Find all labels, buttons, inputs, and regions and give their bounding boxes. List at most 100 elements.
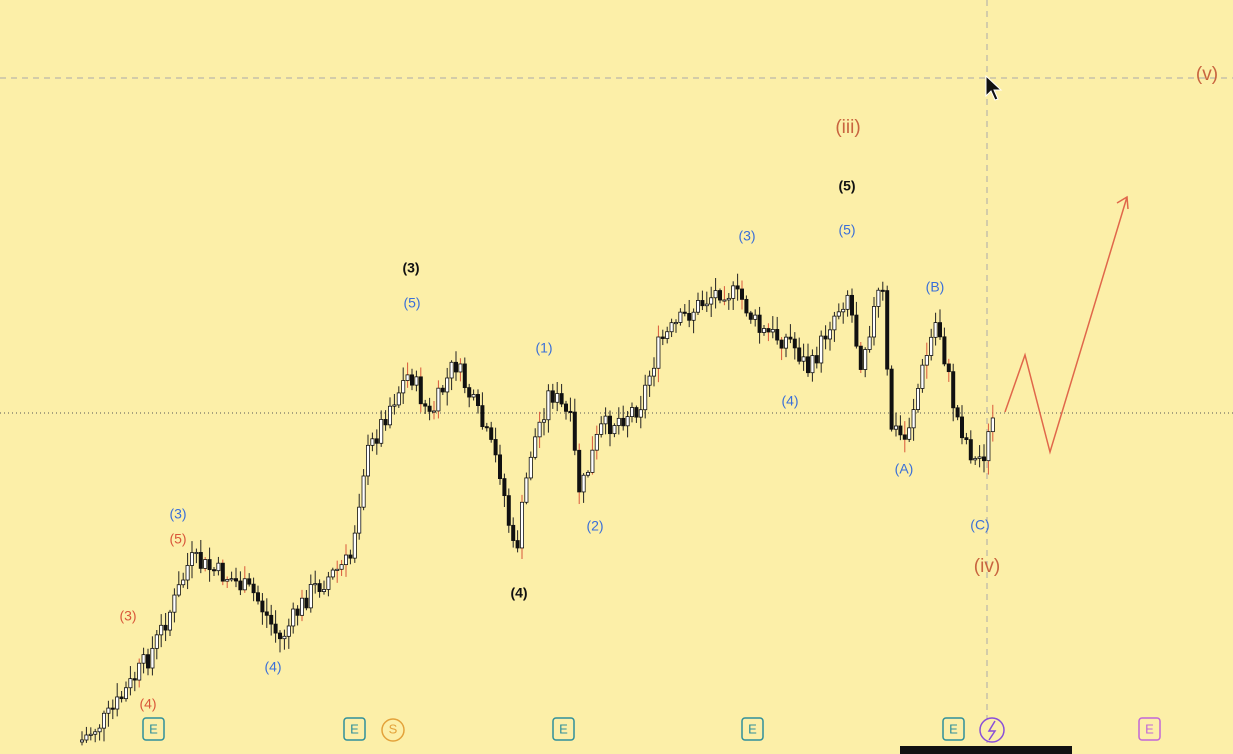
candle-body bbox=[990, 417, 995, 433]
candle-body bbox=[119, 696, 124, 700]
candle-body bbox=[220, 562, 225, 582]
candle-body bbox=[740, 288, 745, 300]
candle-body bbox=[744, 298, 749, 314]
candle-body bbox=[260, 600, 265, 613]
candle-body bbox=[172, 594, 177, 613]
candle-body bbox=[828, 329, 833, 340]
candle-body bbox=[436, 387, 441, 412]
candle-body bbox=[660, 336, 665, 339]
candle-body bbox=[792, 338, 797, 349]
candle-body bbox=[269, 614, 274, 625]
candle-body bbox=[568, 410, 573, 413]
candle-body bbox=[946, 363, 951, 373]
candle-body bbox=[401, 380, 406, 394]
candle-body bbox=[471, 394, 476, 398]
candle-body bbox=[986, 431, 991, 462]
wave-label: (B) bbox=[926, 279, 945, 295]
candle-body bbox=[731, 285, 736, 299]
candle-body bbox=[559, 393, 564, 405]
candle-body bbox=[722, 299, 727, 302]
candle-body bbox=[762, 328, 767, 333]
badge-text: E bbox=[149, 721, 158, 736]
candle-body bbox=[757, 314, 762, 333]
candle-body bbox=[247, 578, 252, 585]
candle-body bbox=[198, 552, 203, 569]
wave-label: (5) bbox=[169, 531, 186, 547]
candle-body bbox=[445, 377, 450, 393]
candle-body bbox=[704, 303, 709, 307]
candle-body bbox=[115, 696, 120, 710]
candle-body bbox=[911, 409, 916, 429]
candle-body bbox=[484, 426, 489, 429]
earnings-badge[interactable]: E bbox=[942, 717, 965, 741]
candle-body bbox=[880, 289, 885, 292]
earnings-badge-future[interactable]: E bbox=[1138, 717, 1161, 741]
candle-body bbox=[977, 456, 982, 459]
candle-body bbox=[581, 474, 586, 493]
earnings-badge[interactable]: E bbox=[343, 717, 366, 741]
candle-body bbox=[907, 427, 912, 440]
wave-label: (5) bbox=[403, 295, 420, 311]
wave-label: (4) bbox=[139, 696, 156, 712]
candle-body bbox=[832, 315, 837, 331]
candle-body bbox=[823, 335, 828, 340]
projection-arrowhead bbox=[1116, 195, 1129, 210]
candle-body bbox=[124, 687, 129, 700]
candle-body bbox=[405, 374, 410, 381]
candle-body bbox=[374, 438, 379, 444]
candle-body bbox=[982, 456, 987, 462]
wave-label: (3) bbox=[402, 260, 419, 276]
candle-body bbox=[154, 634, 159, 649]
candle-body bbox=[669, 322, 674, 333]
candle-body bbox=[938, 322, 943, 338]
candle-body bbox=[163, 624, 168, 631]
earnings-badge[interactable]: E bbox=[741, 717, 764, 741]
candle-body bbox=[863, 349, 868, 370]
candle-body bbox=[854, 314, 859, 347]
candle-body bbox=[330, 569, 335, 578]
candle-body bbox=[674, 322, 679, 325]
candle-body bbox=[211, 569, 216, 572]
candle-body bbox=[80, 739, 85, 743]
wave-labels: (3) (4) (5) (3) (4) (5) (1) (2) (3) (4) … bbox=[119, 64, 1218, 712]
candle-body bbox=[475, 394, 480, 407]
candle-body bbox=[308, 584, 313, 609]
candle-body bbox=[520, 501, 525, 549]
candle-body bbox=[229, 578, 234, 581]
badge-text: E bbox=[1145, 721, 1154, 736]
lightning-icon[interactable] bbox=[979, 717, 1005, 743]
candle-body bbox=[537, 421, 542, 438]
candle-body bbox=[638, 409, 643, 418]
candle-body bbox=[291, 608, 296, 627]
candle-body bbox=[836, 311, 841, 317]
toolbar-edge bbox=[900, 746, 1072, 754]
candle-body bbox=[889, 368, 894, 430]
candle-body bbox=[167, 611, 172, 631]
earnings-badge[interactable]: E bbox=[142, 717, 165, 741]
candle-body bbox=[304, 597, 309, 609]
candle-body bbox=[872, 306, 877, 338]
candle-body bbox=[713, 290, 718, 299]
candle-body bbox=[542, 419, 547, 423]
candle-body bbox=[524, 477, 529, 503]
earnings-badge[interactable]: E bbox=[552, 717, 575, 741]
candle-body bbox=[414, 376, 419, 386]
candle-body bbox=[726, 297, 731, 301]
candle-body bbox=[493, 439, 498, 456]
candle-body bbox=[137, 662, 142, 681]
candle-body bbox=[643, 384, 648, 411]
candle-body bbox=[894, 425, 899, 430]
candle-body bbox=[951, 371, 956, 409]
candle-body bbox=[533, 436, 538, 458]
candle-body bbox=[652, 367, 657, 377]
candle-body bbox=[409, 374, 414, 386]
candle-body bbox=[819, 335, 824, 364]
candle-body bbox=[427, 405, 432, 412]
candle-body bbox=[343, 554, 348, 566]
candle-body bbox=[709, 297, 714, 305]
candle-body bbox=[295, 608, 300, 616]
candle-body bbox=[189, 552, 194, 566]
lightning-glyph bbox=[987, 720, 997, 741]
split-badge[interactable]: S bbox=[381, 718, 405, 742]
